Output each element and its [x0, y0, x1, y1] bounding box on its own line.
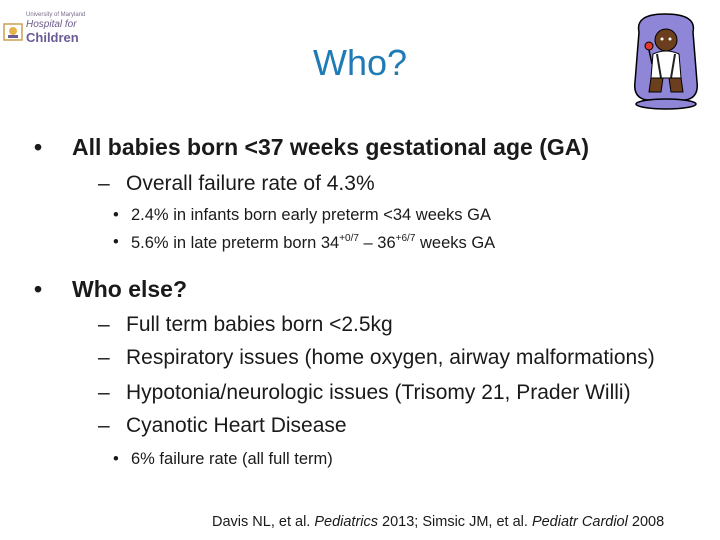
baby-car-seat-illustration [634, 13, 698, 110]
logo-emblem-icon [3, 23, 23, 41]
list-item-text: Cyanotic Heart Disease [126, 414, 347, 437]
subsub-text: 2.4% in infants born early preterm <34 w… [131, 206, 491, 224]
dash-marker: – [98, 346, 110, 369]
citation: Davis NL, et al. Pediatrics 2013; Simsic… [212, 514, 664, 530]
late-preterm-text-b: – 36 [358, 234, 396, 252]
logo-university-text: University of Maryland [26, 12, 86, 18]
bullet-marker: • [34, 276, 43, 302]
subsub-text: 6% failure rate (all full term) [131, 450, 333, 468]
list-item-text: Hypotonia/neurologic issues (Trisomy 21,… [126, 381, 631, 404]
dash-marker: – [98, 313, 110, 336]
bullet-marker: • [34, 134, 43, 160]
slide-title: Who? [312, 42, 408, 83]
superscript-start: +0/7 [339, 233, 359, 244]
logo-children-text: Children [26, 30, 79, 45]
citation-journal: Pediatrics [314, 514, 379, 530]
citation-part: 2013; Simsic JM, et al. [378, 514, 532, 530]
bullet-marker: • [113, 206, 119, 224]
sub-text: Overall failure rate of 4.3% [126, 172, 375, 195]
citation-part: Davis NL, et al. [212, 514, 315, 530]
bullet-text: Who else? [72, 276, 188, 302]
list-item-text: Respiratory issues (home oxygen, airway … [126, 346, 655, 369]
citation-journal: Pediatr Cardiol [531, 514, 628, 530]
late-preterm-text-c: weeks GA [415, 234, 496, 252]
list-item-text: Full term babies born <2.5kg [126, 313, 393, 336]
logo-hospital-text: Hospital for [26, 19, 77, 30]
superscript-end: +6/7 [395, 233, 416, 244]
subsub-text: 5.6% in late preterm born 34+0/7 – 36+6/… [131, 233, 495, 253]
bullet-marker: • [113, 450, 119, 468]
citation-part: 2008 [627, 514, 665, 530]
late-preterm-text-a: 5.6% in late preterm born 34 [131, 234, 340, 252]
dash-marker: – [98, 172, 110, 195]
hospital-logo: University of Maryland Hospital for Chil… [2, 8, 86, 48]
bullet-text: All babies born <37 weeks gestational ag… [72, 134, 590, 160]
dash-marker: – [98, 414, 110, 437]
bullet-marker: • [113, 233, 119, 251]
dash-marker: – [98, 381, 110, 404]
